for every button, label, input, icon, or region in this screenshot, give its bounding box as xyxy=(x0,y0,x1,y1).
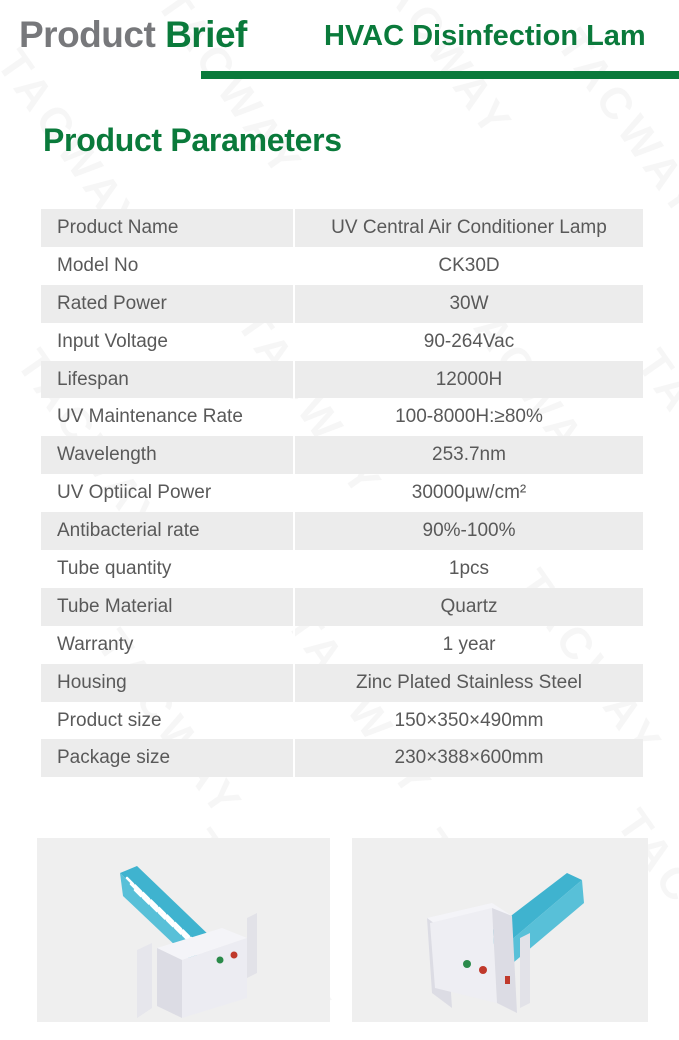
param-value: 100-8000H:≥80% xyxy=(395,406,543,428)
param-label: Tube Material xyxy=(41,587,295,626)
header-divider xyxy=(201,71,679,79)
uv-slot xyxy=(173,926,183,935)
param-label: UV Maintenance Rate xyxy=(41,398,295,437)
table-row: Tube Material Quartz xyxy=(41,587,643,626)
table-row: UV Optiical Power 30000μw/cm² xyxy=(41,474,643,513)
brief-word-1: Product xyxy=(19,14,156,55)
product-title: HVAC Disinfection Lam xyxy=(324,20,646,52)
param-value: 30W xyxy=(449,292,489,314)
table-row: Input Voltage 90-264Vac xyxy=(41,322,643,361)
param-label: Input Voltage xyxy=(41,322,295,361)
param-label: Antibacterial rate xyxy=(41,512,295,551)
param-value: 1 year xyxy=(442,633,496,655)
param-label: Housing xyxy=(41,663,295,702)
table-row: Lifespan 12000H xyxy=(41,360,643,399)
table-row: Housing Zinc Plated Stainless Steel xyxy=(41,663,643,702)
uv-slot xyxy=(173,921,183,931)
param-label: Wavelength xyxy=(41,436,295,475)
param-value: 30000μw/cm² xyxy=(411,482,527,504)
table-row: Warranty 1 year xyxy=(41,625,643,664)
uv-slot xyxy=(141,896,151,905)
product-brief-heading: Product Brief xyxy=(19,14,247,56)
param-value: 253.7nm xyxy=(432,444,506,466)
brief-word-2: Brief xyxy=(165,14,247,55)
param-value: 12000H xyxy=(435,368,503,390)
param-value: Quartz xyxy=(440,595,498,617)
uv-slot xyxy=(133,888,143,898)
table-row: Package size 230×388×600mm xyxy=(41,739,643,778)
product-photo-angle xyxy=(352,838,648,1022)
param-value: CK30D xyxy=(438,254,500,276)
param-value: 1pcs xyxy=(448,557,490,579)
param-value: 150×350×490mm xyxy=(394,709,544,731)
param-label: Warranty xyxy=(41,625,295,664)
table-row: Antibacterial rate 90%-100% xyxy=(41,512,643,551)
uv-slot xyxy=(157,911,167,920)
param-label: Model No xyxy=(41,246,295,285)
param-label: Package size xyxy=(41,739,295,778)
section-title: Product Parameters xyxy=(43,122,342,158)
param-value: 90-264Vac xyxy=(423,330,515,352)
uv-slot xyxy=(181,929,191,938)
param-value: Zinc Plated Stainless Steel xyxy=(355,671,582,693)
param-label: Lifespan xyxy=(41,360,295,399)
uv-slot xyxy=(129,882,139,892)
uv-slot xyxy=(133,884,143,893)
table-row: UV Maintenance Rate 100-8000H:≥80% xyxy=(41,398,643,437)
parameters-table: Product Name UV Central Air Conditioner L… xyxy=(41,209,643,778)
uv-slot xyxy=(161,912,171,922)
uv-slot xyxy=(149,899,159,908)
uv-slot xyxy=(145,897,155,907)
param-label: UV Optiical Power xyxy=(41,474,295,513)
uv-slot xyxy=(149,903,159,913)
param-label: Product size xyxy=(41,701,295,740)
uv-slot xyxy=(165,918,175,928)
uv-slot xyxy=(141,891,151,901)
uv-slot xyxy=(165,914,175,923)
table-row: Model No CK30D xyxy=(41,246,643,285)
param-label: Rated Power xyxy=(41,284,295,323)
table-row: Product Name UV Central Air Conditioner L… xyxy=(41,209,643,247)
param-label: Product Name xyxy=(41,209,295,247)
uv-slot xyxy=(153,905,163,914)
param-value: 90%-100% xyxy=(422,520,516,542)
product-photo-front xyxy=(37,838,330,1022)
table-row: Rated Power 30W xyxy=(41,284,643,323)
param-value: UV Central Air Conditioner Lamp xyxy=(331,216,607,238)
uv-slot xyxy=(137,890,147,899)
table-row: Product size 150×350×490mm xyxy=(41,701,643,740)
uv-slot xyxy=(177,927,187,937)
uv-slot xyxy=(169,920,179,929)
uv-slot xyxy=(125,876,135,886)
param-label: Tube quantity xyxy=(41,550,295,588)
param-value: 230×388×600mm xyxy=(394,747,544,769)
uv-slot xyxy=(157,906,167,916)
table-row: Wavelength 253.7nm xyxy=(41,436,643,475)
table-row: Tube quantity 1pcs xyxy=(41,550,643,588)
